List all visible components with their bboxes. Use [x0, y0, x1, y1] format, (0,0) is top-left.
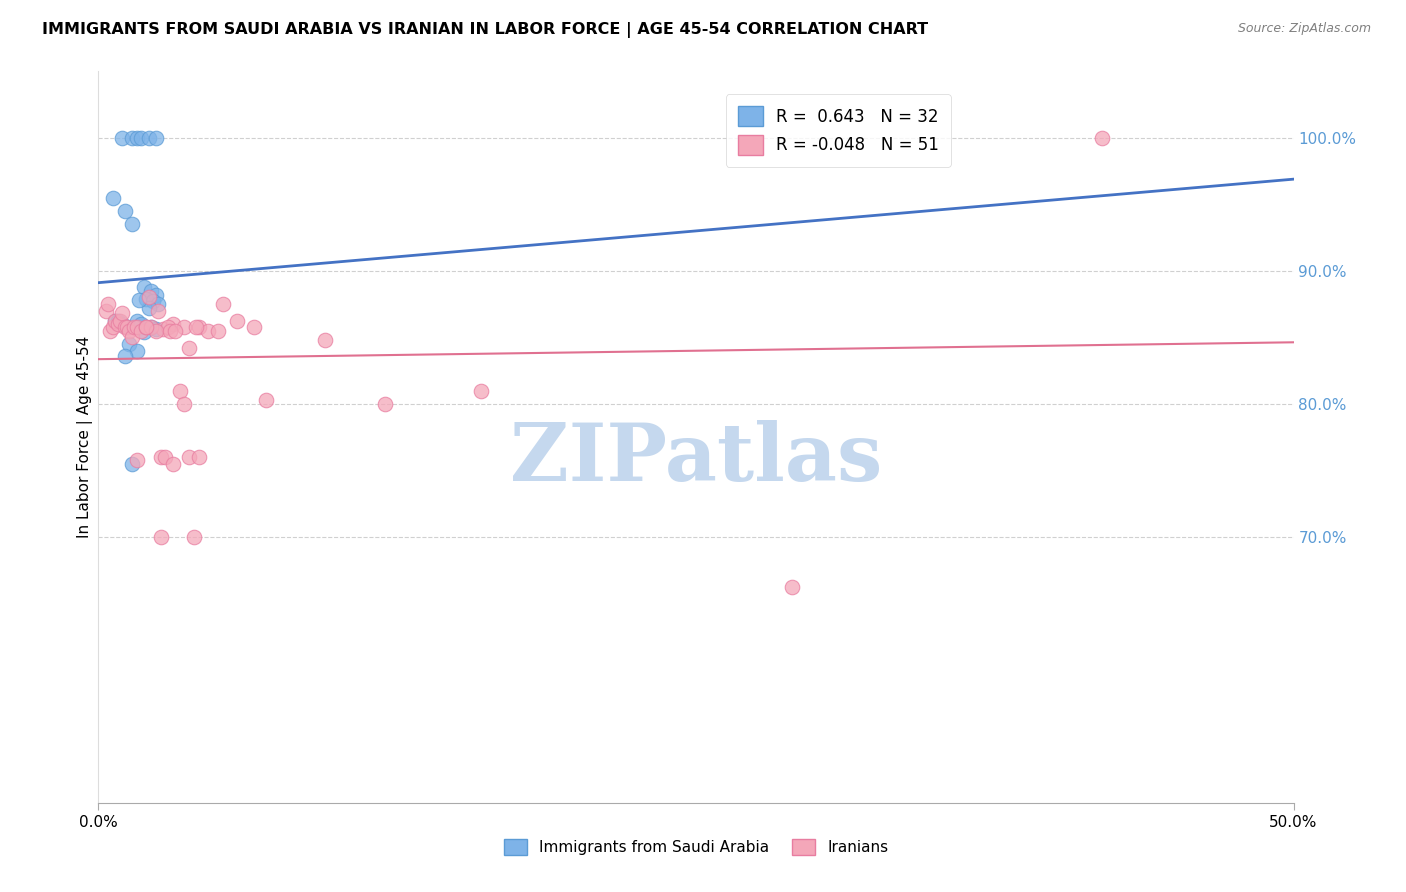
Point [163, 324, 186, 338]
Point [132, 280, 155, 294]
Point [780, 580, 803, 594]
Point [131, 131, 153, 145]
Point [97, 297, 120, 311]
Point [107, 314, 129, 328]
Point [114, 319, 136, 334]
Point [94, 303, 117, 318]
Text: IMMIGRANTS FROM SAUDI ARABIA VS IRANIAN IN LABOR FORCE | AGE 45-54 CORRELATION C: IMMIGRANTS FROM SAUDI ARABIA VS IRANIAN … [42, 22, 928, 38]
Point [128, 293, 150, 307]
Point [145, 324, 167, 338]
Point [243, 319, 266, 334]
Point [125, 452, 148, 467]
Text: ZIPatlas: ZIPatlas [510, 420, 882, 498]
Point [138, 301, 160, 315]
Point [470, 384, 492, 398]
Point [121, 131, 143, 145]
Point [138, 290, 160, 304]
Point [162, 317, 184, 331]
Point [121, 330, 143, 344]
Point [135, 319, 157, 334]
Point [101, 319, 124, 334]
Point [145, 287, 167, 301]
Point [173, 319, 195, 334]
Point [148, 303, 170, 318]
Point [149, 450, 172, 464]
Point [115, 319, 138, 334]
Point [125, 319, 148, 334]
Point [159, 324, 181, 338]
Point [124, 319, 146, 334]
Point [183, 530, 205, 544]
Point [125, 314, 148, 328]
Point [179, 341, 201, 355]
Point [114, 204, 136, 219]
Point [125, 131, 148, 145]
Point [104, 314, 127, 328]
Point [142, 294, 165, 309]
Point [145, 322, 167, 336]
Point [187, 450, 209, 464]
Point [197, 324, 219, 338]
Point [315, 333, 337, 347]
Point [108, 314, 131, 328]
Point [118, 324, 141, 338]
Point [187, 319, 209, 334]
Point [173, 397, 195, 411]
Point [111, 131, 134, 145]
Point [121, 457, 143, 471]
Y-axis label: In Labor Force | Age 45-54: In Labor Force | Age 45-54 [77, 336, 93, 538]
Point [107, 317, 129, 331]
Point [125, 343, 148, 358]
Point [211, 297, 233, 311]
Point [135, 319, 157, 334]
Point [108, 317, 131, 331]
Point [115, 319, 138, 334]
Point [162, 457, 184, 471]
Point [207, 324, 229, 338]
Point [114, 349, 136, 363]
Point [111, 317, 134, 331]
Point [139, 319, 162, 334]
Point [139, 284, 162, 298]
Point [148, 297, 170, 311]
Text: Source: ZipAtlas.com: Source: ZipAtlas.com [1237, 22, 1371, 36]
Point [135, 319, 157, 334]
Point [155, 450, 177, 464]
Point [374, 397, 396, 411]
Point [149, 530, 172, 544]
Point [98, 324, 122, 338]
Point [156, 319, 179, 334]
Point [111, 306, 134, 320]
Point [139, 319, 162, 334]
Point [138, 131, 160, 145]
Legend: Immigrants from Saudi Arabia, Iranians: Immigrants from Saudi Arabia, Iranians [498, 833, 894, 861]
Point [135, 292, 157, 306]
Point [121, 217, 143, 231]
Point [118, 337, 141, 351]
Point [1091, 131, 1114, 145]
Point [226, 314, 249, 328]
Point [179, 450, 201, 464]
Point [101, 191, 124, 205]
Point [169, 384, 191, 398]
Point [132, 325, 155, 339]
Point [186, 319, 208, 334]
Point [131, 317, 153, 331]
Point [104, 314, 127, 328]
Point [254, 392, 277, 407]
Point [131, 324, 153, 338]
Point [152, 322, 174, 336]
Point [145, 131, 167, 145]
